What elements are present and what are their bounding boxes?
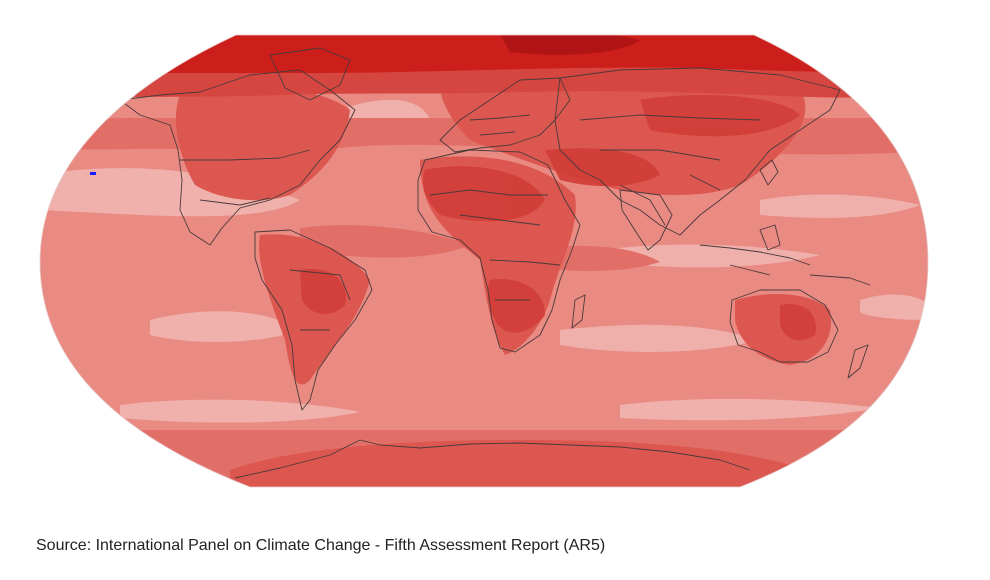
globe-outline [39,34,929,488]
world-map [39,34,929,488]
strong-warming [300,95,816,341]
temperature-change-map [39,34,929,488]
map-fill-layer [40,35,928,487]
source-caption: Source: International Panel on Climate C… [36,537,606,554]
country-borders [119,47,871,479]
blue-marker [90,172,96,175]
arctic-warming [40,35,928,98]
